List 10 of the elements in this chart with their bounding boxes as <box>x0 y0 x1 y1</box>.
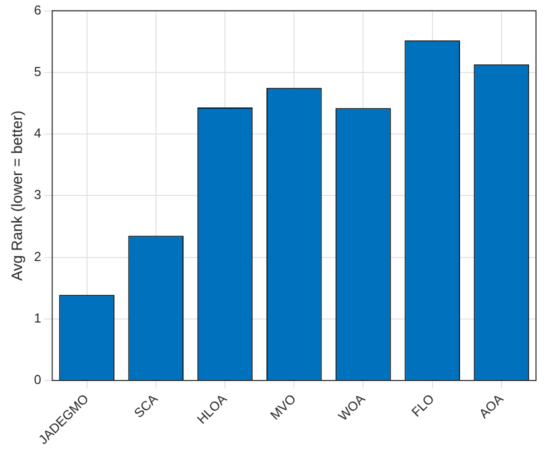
y-tick-label: 2 <box>34 248 42 264</box>
x-tick-label: FLO <box>408 391 437 420</box>
y-axis-title: Avg Rank (lower = better) <box>9 110 26 281</box>
y-tick-label: 0 <box>34 372 42 388</box>
y-tick-label: 6 <box>34 2 42 18</box>
y-tick-label: 3 <box>34 187 42 202</box>
y-tick-label: 1 <box>34 310 42 326</box>
x-tick-label: SCA <box>131 390 161 421</box>
y-tick-label: 5 <box>34 64 42 79</box>
y-tick-label: 4 <box>34 126 42 141</box>
